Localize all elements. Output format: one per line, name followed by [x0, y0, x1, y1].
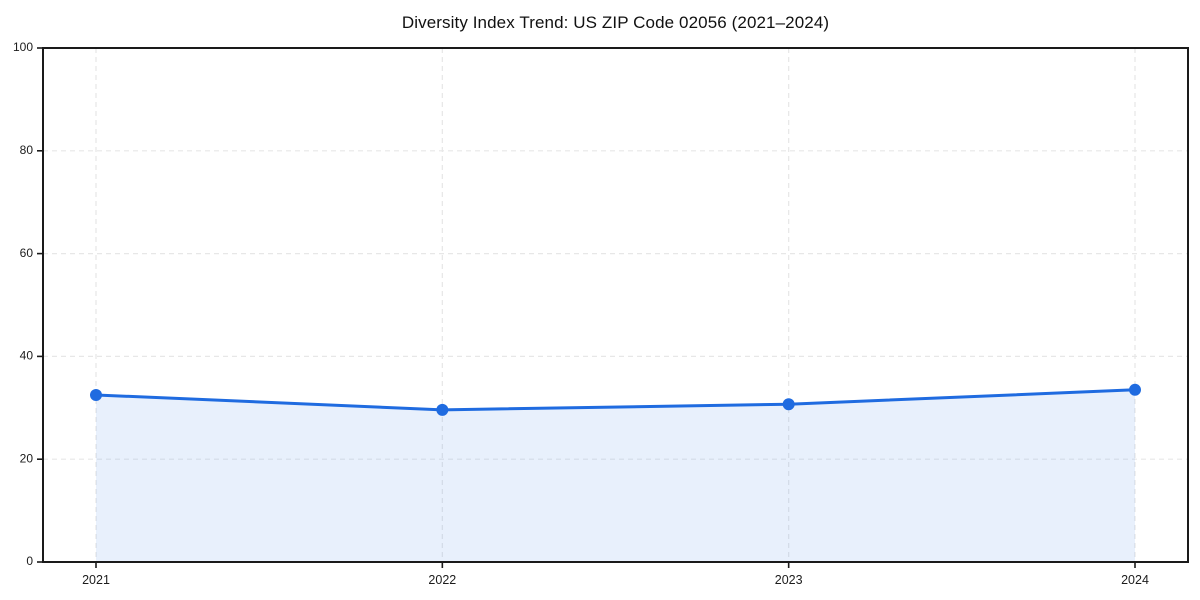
data-point — [90, 388, 102, 401]
x-tick-label: 2023 — [775, 573, 803, 587]
data-point — [436, 403, 449, 416]
x-tick-label: 2024 — [1121, 573, 1149, 587]
y-tick-label: 80 — [20, 143, 34, 157]
chart-title: Diversity Index Trend: US ZIP Code 02056… — [401, 13, 830, 32]
y-tick-label: 60 — [20, 246, 34, 260]
y-tick-label: 0 — [26, 554, 33, 568]
trend-line — [94, 388, 1137, 412]
y-tick-label: 20 — [20, 451, 34, 465]
area-fill — [96, 389, 1135, 562]
y-tick-label: 100 — [13, 40, 33, 54]
x-tick-label: 2022 — [428, 573, 456, 587]
x-tick-label: 2021 — [82, 573, 110, 587]
y-tick-label: 40 — [20, 349, 34, 363]
data-point — [782, 398, 795, 411]
axis-frame — [42, 47, 1189, 563]
data-point — [1129, 383, 1141, 396]
